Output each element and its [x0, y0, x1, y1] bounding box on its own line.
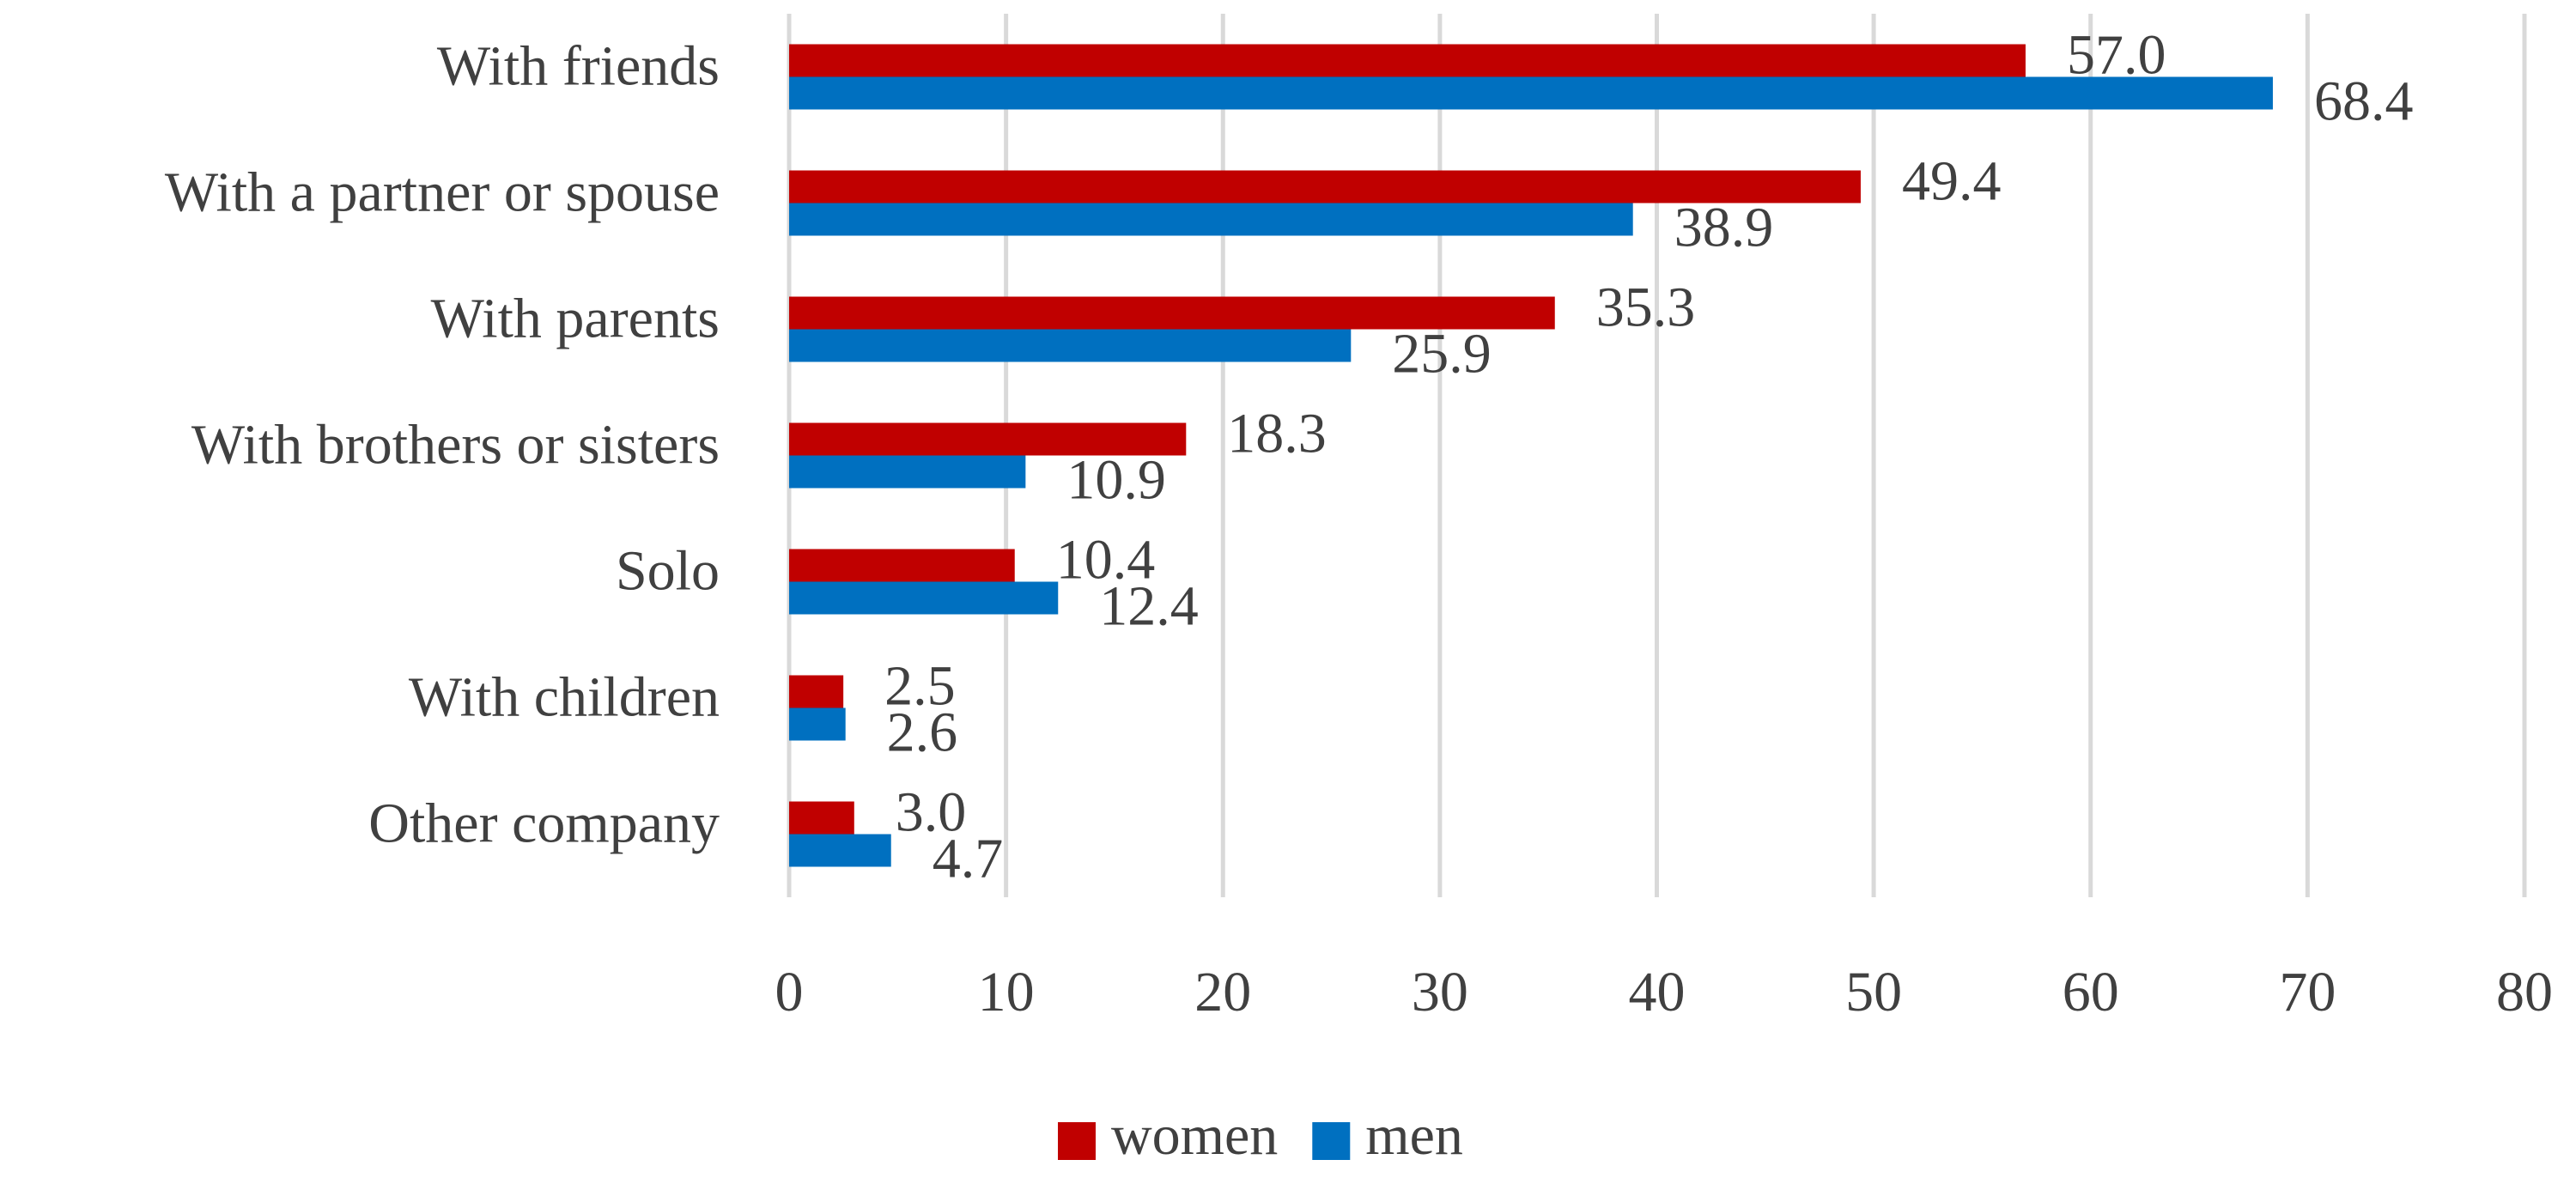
- data-label: 68.4: [2314, 70, 2414, 133]
- data-label: 10.9: [1066, 449, 1166, 512]
- bar: [789, 329, 1352, 362]
- legend-swatch: [1058, 1122, 1096, 1160]
- data-label: 57.0: [2067, 24, 2166, 87]
- bar: [789, 76, 2273, 110]
- x-tick-label: 70: [2279, 961, 2336, 1023]
- x-tick-label: 60: [2063, 961, 2119, 1023]
- data-label: 2.5: [884, 655, 956, 718]
- bar: [789, 422, 1187, 456]
- x-tick-label: 0: [775, 961, 804, 1023]
- y-tick-label: Solo: [616, 540, 720, 603]
- x-tick-label: 50: [1845, 961, 1902, 1023]
- data-label: 2.6: [887, 701, 958, 764]
- data-label: 3.0: [896, 781, 967, 844]
- legend-label: men: [1365, 1104, 1463, 1167]
- data-label: 18.3: [1227, 403, 1327, 465]
- data-label: 12.4: [1099, 575, 1199, 638]
- bar: [789, 203, 1633, 236]
- bar: [789, 707, 846, 741]
- bar: [789, 170, 1861, 203]
- bar: [789, 296, 1555, 330]
- x-tick-label: 10: [978, 961, 1035, 1023]
- x-tick-label: 40: [1629, 961, 1686, 1023]
- legend-swatch: [1312, 1122, 1351, 1160]
- y-tick-label: With parents: [431, 288, 720, 350]
- data-label: 10.4: [1056, 529, 1156, 592]
- bar: [789, 675, 844, 708]
- y-tick-label: With friends: [437, 35, 720, 98]
- y-tick-label: With a partner or spouse: [165, 161, 720, 224]
- data-label: 49.4: [1902, 150, 2002, 213]
- x-tick-label: 30: [1412, 961, 1468, 1023]
- data-label: 38.9: [1674, 197, 1774, 259]
- x-tick-label: 20: [1194, 961, 1251, 1023]
- y-tick-label: With brothers or sisters: [191, 414, 720, 477]
- data-label: 35.3: [1596, 276, 1696, 339]
- y-tick-label: Other company: [368, 792, 720, 855]
- data-label: 25.9: [1392, 323, 1492, 386]
- bar: [789, 834, 891, 867]
- bar: [789, 581, 1059, 615]
- y-tick-label: With children: [409, 666, 720, 729]
- data-label: 4.7: [933, 828, 1004, 890]
- bar: [789, 549, 1015, 582]
- bar: [789, 801, 854, 835]
- legend-label: women: [1111, 1104, 1278, 1167]
- x-tick-label: 80: [2496, 961, 2553, 1023]
- bar: [789, 455, 1026, 489]
- bar: [789, 44, 2026, 77]
